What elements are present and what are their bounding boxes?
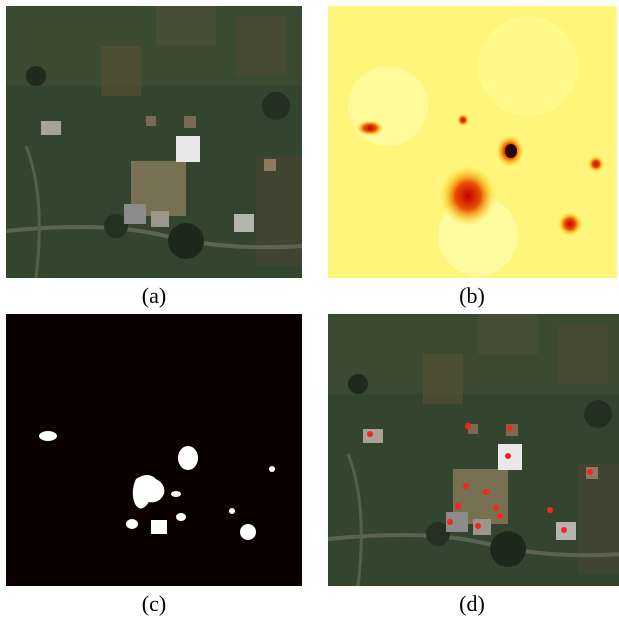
satellite-image xyxy=(6,6,302,278)
caption: (a) xyxy=(142,283,166,308)
heat-map xyxy=(328,6,617,278)
caption: (d) xyxy=(459,591,485,616)
figure: (a) (b) (c) (d) xyxy=(0,0,619,622)
binary-mask xyxy=(6,314,302,586)
detection-image xyxy=(328,314,619,586)
caption: (b) xyxy=(459,283,485,308)
caption: (c) xyxy=(142,591,166,616)
